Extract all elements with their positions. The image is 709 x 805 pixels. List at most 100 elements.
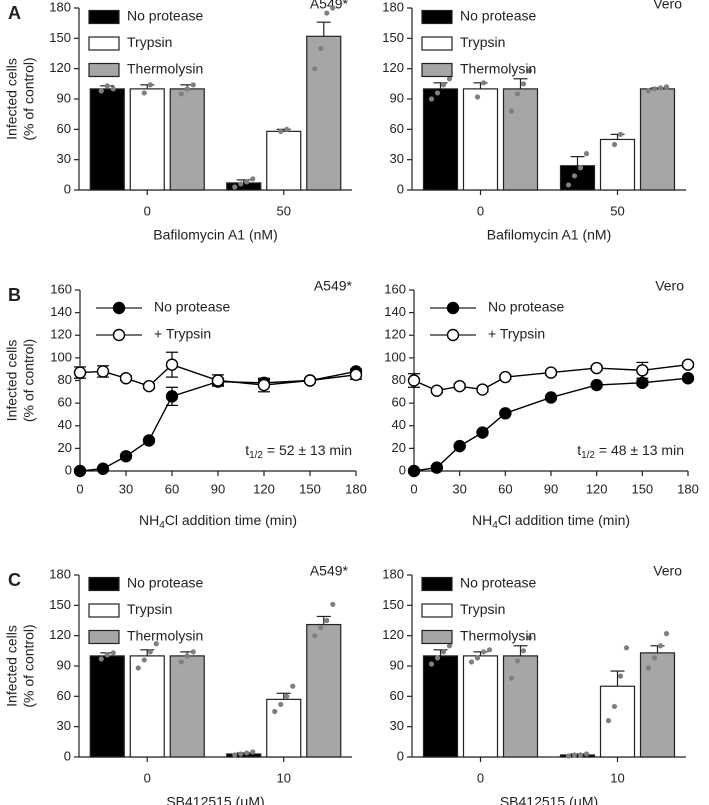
data-point	[583, 751, 590, 757]
x-tick-label: 30	[452, 481, 466, 496]
y-tick-label: 60	[58, 395, 72, 410]
data-point	[165, 358, 179, 371]
y-tick-label: 80	[58, 372, 72, 387]
data-point	[232, 752, 238, 758]
x-axis-label: Bafilomycin A1 (nM)	[487, 227, 611, 243]
data-point	[73, 366, 87, 379]
x-tick-label: 0	[477, 770, 484, 785]
data-point	[232, 184, 238, 190]
data-point	[526, 635, 533, 641]
error-bar	[610, 670, 625, 687]
text-part: Cl addition time (min)	[498, 512, 630, 528]
error-bar	[513, 645, 528, 656]
data-point	[184, 86, 190, 92]
data-point	[514, 91, 521, 97]
data-point	[440, 82, 447, 88]
x-tick-label: 120	[253, 481, 275, 496]
legend-swatch	[421, 36, 453, 51]
error-bar	[513, 78, 528, 89]
panel-letter: A	[8, 3, 21, 23]
legend-marker	[446, 301, 460, 315]
y-tick-label: 90	[390, 90, 404, 105]
chart-title: A549*	[310, 563, 349, 579]
data-point	[474, 655, 481, 661]
annotation: t1/2 = 52 ± 13 min	[245, 442, 352, 461]
bar	[559, 165, 596, 191]
x-tick-label: 0	[410, 481, 417, 496]
legend-label: No protease	[488, 299, 564, 315]
y-tick-label: 180	[49, 0, 71, 14]
y-tick-label: 120	[49, 627, 71, 642]
data-point	[605, 718, 612, 724]
subscript: 4	[159, 520, 165, 531]
data-point	[434, 90, 441, 96]
legend-label: No protease	[154, 299, 230, 315]
legend-label: No protease	[460, 575, 536, 591]
x-tick-label: 50	[610, 203, 624, 218]
bar	[169, 655, 205, 758]
data-point	[290, 683, 296, 689]
x-tick-label: 150	[299, 481, 321, 496]
data-point	[480, 649, 487, 655]
legend-marker	[112, 301, 126, 315]
y-axis-label: Infected cells	[4, 340, 20, 422]
data-point	[474, 94, 481, 100]
data-point	[272, 708, 278, 715]
legend-swatch	[421, 576, 453, 592]
data-point	[142, 434, 156, 447]
data-point	[98, 656, 104, 662]
text-part: t	[245, 442, 249, 458]
y-tick-label: 160	[384, 281, 406, 296]
y-tick-label: 0	[397, 748, 404, 763]
y-tick-label: 140	[384, 304, 406, 319]
legend-label: Thermolysin	[460, 628, 536, 644]
x-tick-label: 90	[211, 481, 225, 496]
y-tick-label: 0	[399, 462, 406, 477]
y-tick-label: 90	[57, 657, 71, 672]
error-bar	[140, 649, 155, 656]
legend-label: No protease	[460, 8, 536, 24]
error-bar	[236, 179, 251, 183]
data-point	[544, 366, 558, 379]
data-point	[190, 649, 196, 655]
data-point	[141, 657, 147, 663]
text-part: Cl addition time (min)	[165, 512, 297, 528]
y-tick-label: 40	[58, 417, 72, 432]
data-point	[468, 659, 475, 665]
data-point	[244, 179, 250, 185]
legend-label: Thermolysin	[127, 628, 203, 644]
bar	[502, 88, 539, 191]
data-point	[407, 374, 421, 387]
y-tick-label: 120	[382, 60, 404, 75]
data-point	[211, 374, 225, 387]
legend-marker	[112, 328, 126, 342]
data-point	[430, 461, 444, 474]
data-point	[453, 379, 466, 393]
data-point	[330, 5, 336, 11]
x-axis-label: Bafilomycin A1 (nM)	[153, 227, 277, 243]
error-bar	[570, 156, 585, 166]
legend-label: + Trypsin	[154, 326, 211, 342]
bar	[502, 655, 539, 758]
data-point	[657, 85, 664, 91]
data-point	[636, 376, 649, 389]
y-tick-label: 0	[65, 462, 72, 477]
data-point	[571, 752, 578, 758]
data-point	[104, 83, 110, 89]
data-point	[153, 641, 159, 647]
legend-swatch	[421, 62, 453, 78]
data-point	[318, 624, 324, 631]
x-tick-label: 180	[345, 481, 367, 496]
x-tick-label: 0	[144, 770, 151, 785]
bar	[169, 88, 205, 191]
legend-label: No protease	[127, 8, 203, 24]
y-tick-label: 180	[49, 566, 71, 581]
data-point	[476, 426, 489, 439]
data-point	[681, 358, 695, 371]
data-point	[590, 378, 603, 392]
data-point	[178, 91, 184, 97]
data-point	[565, 182, 572, 188]
x-axis-label: NH4Cl addition time (min)	[139, 512, 297, 531]
x-axis-label: SB412515 (μM)	[166, 794, 264, 805]
data-point	[499, 370, 512, 384]
